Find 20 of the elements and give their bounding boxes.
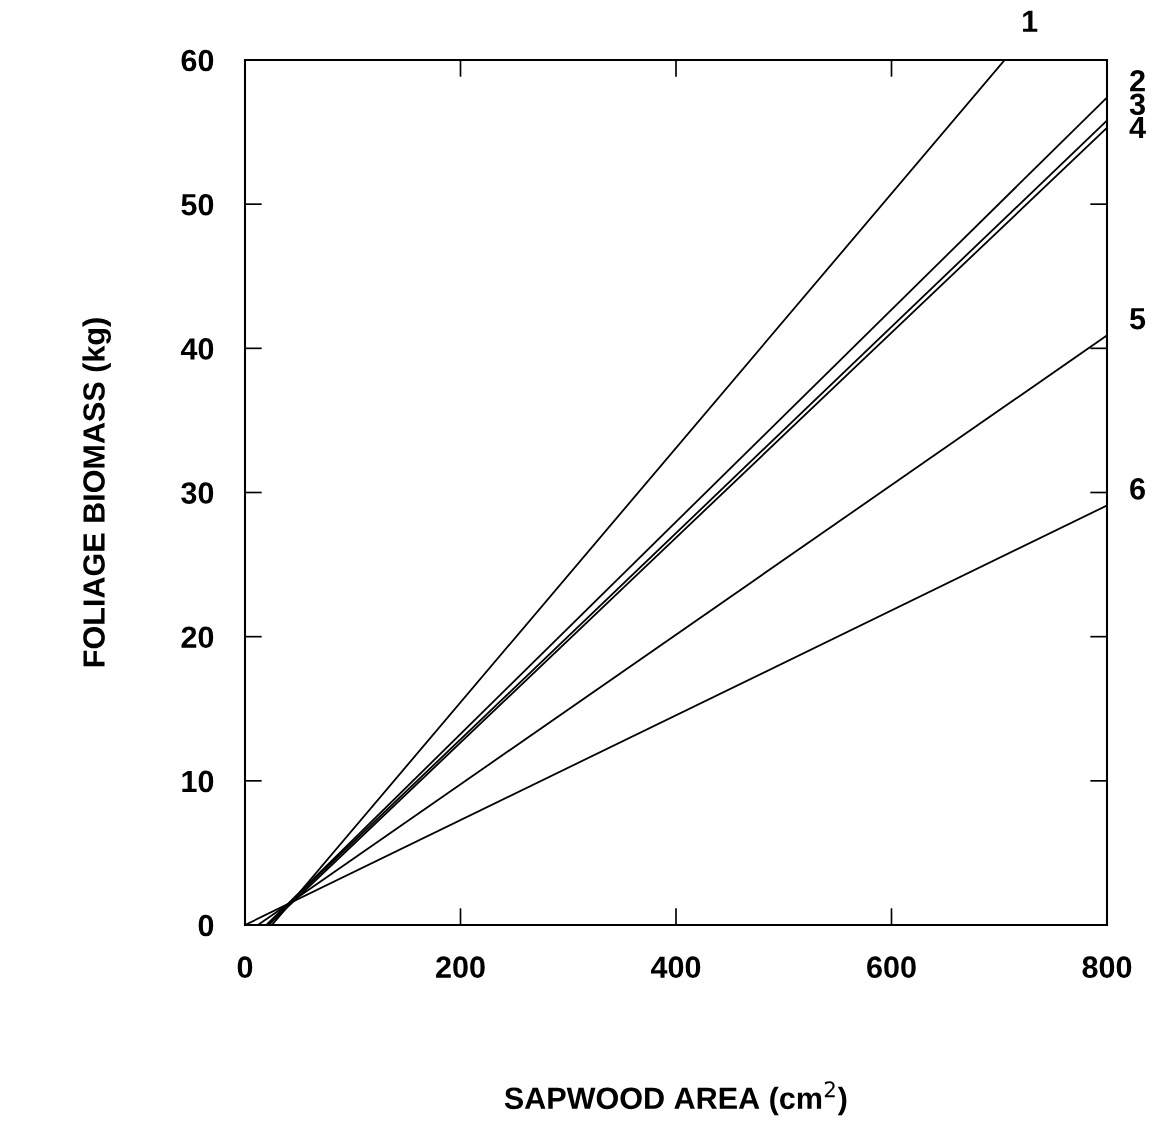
x-tick-label: 400 <box>650 956 701 978</box>
series-label: 2 <box>1130 70 1145 92</box>
y-tick-label: 20 <box>181 626 214 649</box>
x-tick-label: 200 <box>436 956 485 978</box>
series-label: 4 <box>1129 117 1146 139</box>
series-label: 3 <box>1129 93 1145 116</box>
y-tick-label: 50 <box>181 193 214 216</box>
y-axis-title: FOLIAGE BIOMASS (kg) <box>82 318 112 667</box>
legend-label: 6 <box>1130 478 1145 500</box>
y-tick-label: 40 <box>180 338 214 360</box>
y-tick-label: 0 <box>198 914 214 937</box>
series-label: 5 <box>1130 308 1146 330</box>
x-tick-label: 0 <box>237 956 253 978</box>
x-tick-label: 600 <box>867 956 916 978</box>
x-tick-label: 800 <box>1082 956 1132 978</box>
series-label: 1 <box>1023 10 1038 32</box>
x-axis-title: SAPWOOD AREA (cm$^{2}$) <box>504 1081 847 1116</box>
y-tick-label: 10 <box>182 770 214 793</box>
y-tick-label: 60 <box>181 49 214 72</box>
y-tick-label: 30 <box>181 482 214 504</box>
